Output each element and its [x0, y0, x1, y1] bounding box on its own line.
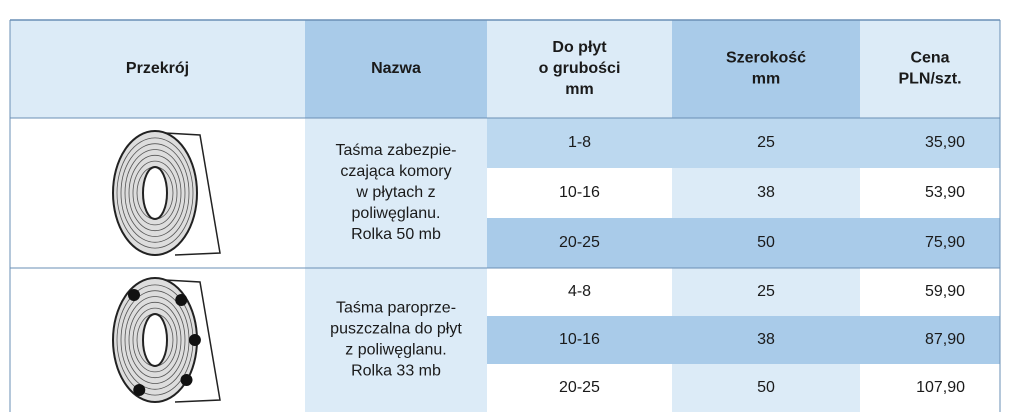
price-table: Przekrój Nazwa Do płyt o grubości mm Szerokoś… — [0, 0, 1010, 412]
header-text: Szerokość — [726, 50, 806, 67]
name-cell — [305, 268, 487, 412]
header-text: Przekrój — [126, 60, 189, 77]
product-name: poliwęglanu. — [352, 205, 441, 222]
tape-core — [143, 167, 167, 219]
cell-text: 87,90 — [925, 331, 965, 348]
header-text: mm — [752, 71, 780, 88]
tape-dot — [128, 289, 140, 301]
cell-text: 25 — [757, 134, 775, 151]
header-cell — [860, 20, 1000, 118]
cell-text: 107,90 — [916, 379, 965, 396]
header-cell — [672, 20, 860, 118]
cell-text: 75,90 — [925, 234, 965, 251]
cell-text: 50 — [757, 379, 775, 396]
cell-text: 53,90 — [925, 184, 965, 201]
header-text: Do płyt — [552, 39, 607, 56]
cell-text: 10-16 — [559, 331, 600, 348]
header-text: Nazwa — [371, 60, 421, 77]
header-text: Cena — [910, 50, 949, 67]
header-text: mm — [565, 81, 593, 98]
cell-text: 38 — [757, 331, 775, 348]
product-name: puszczalna do płyt — [330, 321, 462, 338]
cell-text: 10-16 — [559, 184, 600, 201]
product-name: z poliwęglanu. — [345, 342, 446, 359]
tape-dot — [181, 374, 193, 386]
product-name: w płytach z — [355, 184, 435, 201]
product-name: Rolka 33 mb — [351, 363, 441, 380]
cell-text: 1-8 — [568, 134, 591, 151]
tape-core — [143, 314, 167, 366]
header-text: o grubości — [539, 60, 621, 77]
product-name: Taśma zabezpie- — [336, 142, 457, 159]
cell-text: 50 — [757, 234, 775, 251]
cell-text: 38 — [757, 184, 775, 201]
tape-dot — [133, 384, 145, 396]
cell-text: 35,90 — [925, 134, 965, 151]
product-name: Rolka 50 mb — [351, 226, 441, 243]
cell-text: 20-25 — [559, 379, 600, 396]
page: Przekrój Nazwa Do płyt o grubości mm Szerokoś… — [0, 0, 1010, 412]
header-text: PLN/szt. — [898, 71, 961, 88]
cell-text: 25 — [757, 283, 775, 300]
product-name: czająca komory — [340, 163, 451, 180]
cell-text: 59,90 — [925, 283, 965, 300]
cell-text: 4-8 — [568, 283, 591, 300]
tape-dot — [189, 334, 201, 346]
product-name: Taśma paroprze- — [336, 300, 456, 317]
cell-text: 20-25 — [559, 234, 600, 251]
tape-dot — [175, 294, 187, 306]
